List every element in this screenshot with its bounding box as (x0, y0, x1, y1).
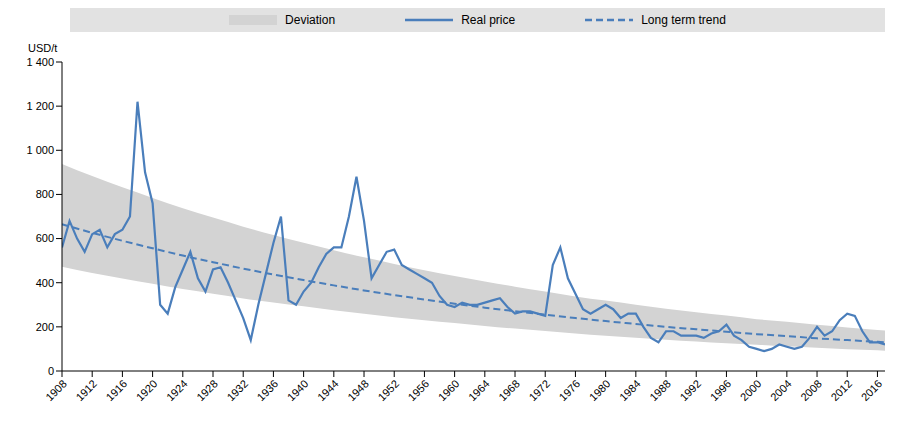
svg-text:1916: 1916 (104, 377, 130, 403)
svg-text:1992: 1992 (677, 377, 703, 403)
svg-text:1960: 1960 (436, 377, 462, 403)
svg-text:1952: 1952 (375, 377, 401, 403)
svg-text:1956: 1956 (406, 377, 432, 403)
svg-text:1976: 1976 (557, 377, 583, 403)
svg-text:1944: 1944 (315, 377, 341, 403)
html-text:Real price: Real price (461, 13, 516, 27)
svg-text:2012: 2012 (828, 377, 854, 403)
svg-text:1980: 1980 (587, 377, 613, 403)
svg-text:1920: 1920 (134, 377, 160, 403)
svg-text:1 400: 1 400 (26, 56, 54, 68)
svg-text:1940: 1940 (285, 377, 311, 403)
svg-text:1984: 1984 (617, 377, 643, 403)
html-text:Deviation: Deviation (285, 13, 336, 27)
svg-text:1972: 1972 (526, 377, 552, 403)
svg-text:1948: 1948 (345, 377, 371, 403)
svg-text:1932: 1932 (224, 377, 250, 403)
svg-text:2000: 2000 (738, 377, 764, 403)
svg-text:1988: 1988 (647, 377, 673, 403)
svg-text:400: 400 (36, 277, 54, 289)
html-text:USD/t: USD/t (28, 42, 58, 54)
svg-text:800: 800 (36, 188, 54, 200)
svg-text:1928: 1928 (194, 377, 220, 403)
svg-text:1968: 1968 (496, 377, 522, 403)
svg-text:1 000: 1 000 (26, 144, 54, 156)
svg-text:1912: 1912 (73, 377, 99, 403)
svg-text:1964: 1964 (466, 377, 492, 403)
svg-text:2008: 2008 (798, 377, 824, 403)
svg-text:200: 200 (36, 321, 54, 333)
svg-text:2004: 2004 (768, 377, 794, 403)
svg-text:2016: 2016 (859, 377, 885, 403)
svg-text:1996: 1996 (708, 377, 734, 403)
svg-text:0: 0 (48, 365, 54, 377)
svg-text:1936: 1936 (255, 377, 281, 403)
svg-text:1924: 1924 (164, 377, 190, 403)
html-text:Long term trend: Long term trend (641, 13, 726, 27)
svg-text:1908: 1908 (43, 377, 69, 403)
svg-text:1 200: 1 200 (26, 100, 54, 112)
svg-text:600: 600 (36, 232, 54, 244)
